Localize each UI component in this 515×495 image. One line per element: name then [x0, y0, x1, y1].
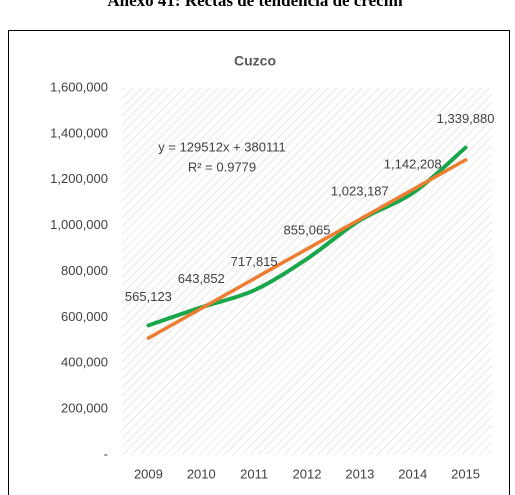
x-tick-label: 2015: [451, 466, 480, 481]
y-tick-label: -: [104, 446, 108, 461]
y-tick-label: 600,000: [61, 309, 108, 324]
data-label: 565,123: [125, 289, 172, 304]
x-tick-label: 2012: [293, 466, 322, 481]
data-label: 855,065: [284, 222, 331, 237]
trend-line: [146, 158, 468, 340]
y-tick-label: 1,400,000: [50, 125, 108, 140]
y-tick-label: 400,000: [61, 355, 108, 370]
data-label: 1,339,880: [437, 111, 495, 126]
data-label: 717,815: [231, 254, 278, 269]
x-tick-label: 2011: [240, 466, 268, 481]
y-tick-label: 200,000: [61, 401, 108, 416]
y-tick-label: 1,600,000: [50, 79, 108, 94]
x-tick-label: 2014: [398, 466, 427, 481]
x-tick-label: 2010: [187, 466, 216, 481]
x-tick-label: 2013: [345, 466, 374, 481]
page-heading: Anexo 41: Rectas de tendencia de crecim: [107, 0, 402, 10]
y-tick-label: 1,200,000: [50, 171, 108, 186]
plot-area: [122, 88, 492, 455]
data-label: 643,852: [178, 271, 225, 286]
chart-title: Cuzco: [234, 53, 276, 69]
trend-r2: R² = 0.9779: [188, 159, 256, 174]
y-tick-label: 1,000,000: [50, 217, 108, 232]
data-label: 1,023,187: [331, 184, 389, 199]
trend-equation: y = 129512x + 380111: [158, 139, 285, 154]
data-label: 1,142,208: [384, 156, 442, 171]
x-tick-label: 2009: [134, 466, 163, 481]
y-tick-label: 800,000: [61, 263, 108, 278]
